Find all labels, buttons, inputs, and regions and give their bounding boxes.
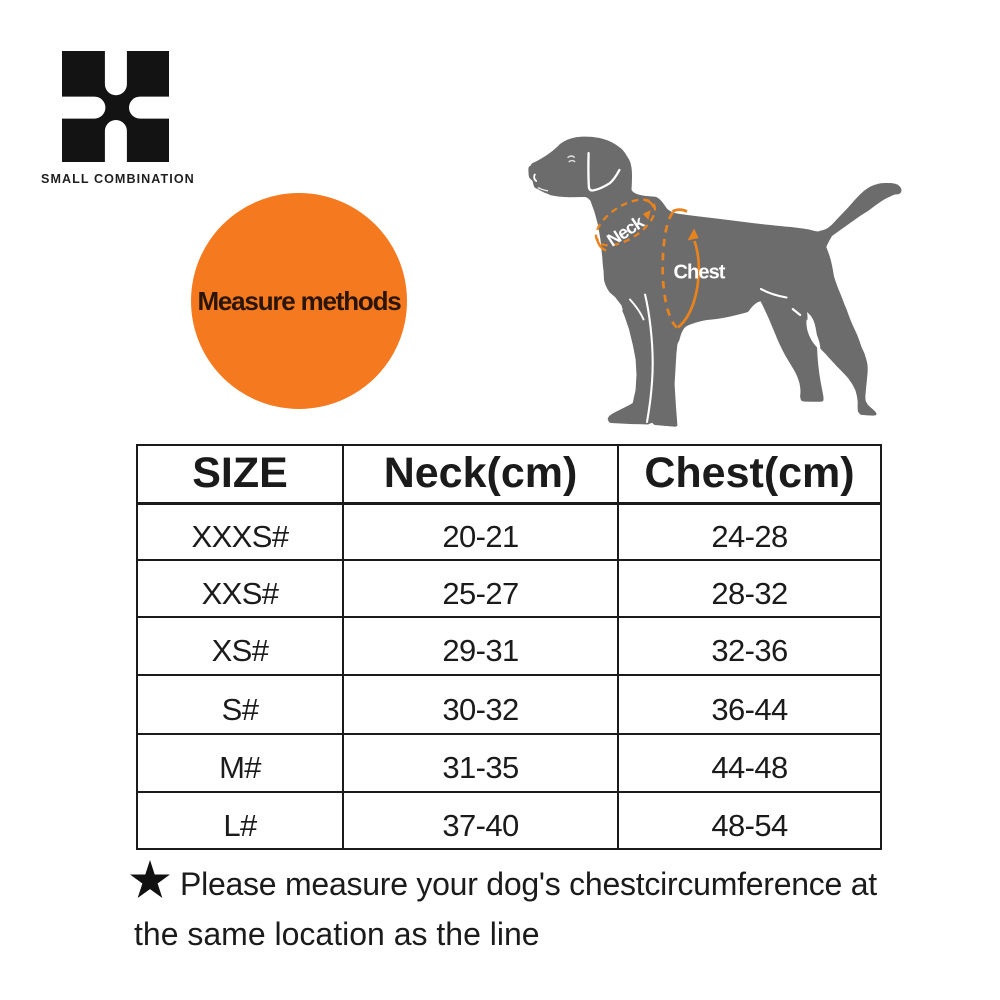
svg-text:Chest: Chest [674, 262, 726, 284]
